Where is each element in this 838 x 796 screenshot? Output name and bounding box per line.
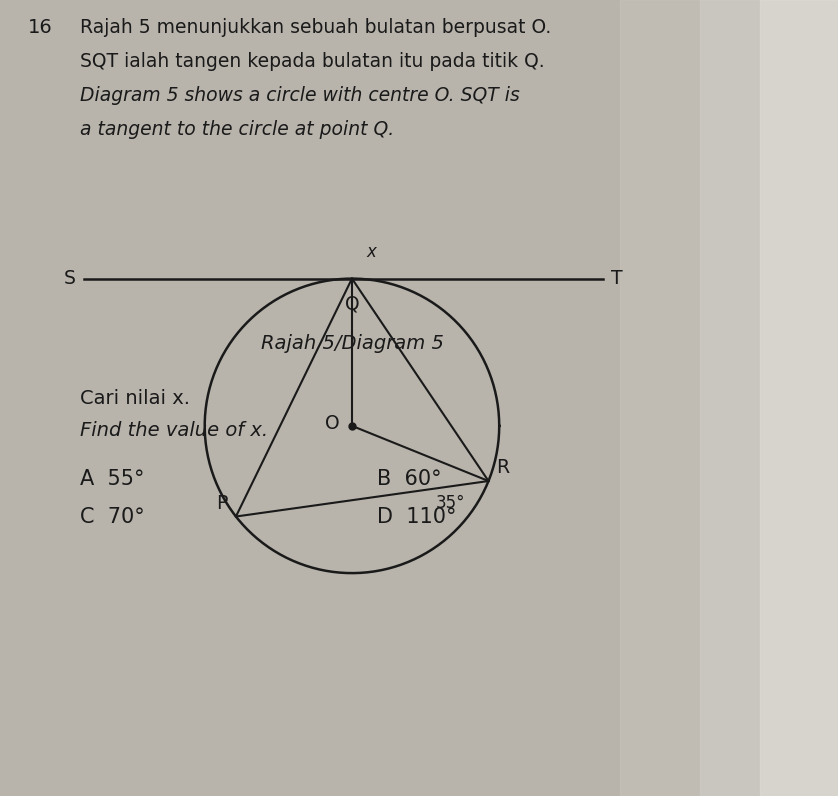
Text: 16: 16 (28, 18, 53, 37)
Polygon shape (700, 0, 838, 796)
Text: x: x (366, 243, 375, 260)
Polygon shape (620, 0, 838, 796)
Text: Diagram 5 shows a circle with centre O. SQT is: Diagram 5 shows a circle with centre O. … (80, 86, 520, 105)
Text: D  110°: D 110° (377, 506, 457, 527)
Text: a tangent to the circle at point Q.: a tangent to the circle at point Q. (80, 120, 394, 139)
Text: SQT ialah tangen kepada bulatan itu pada titik Q.: SQT ialah tangen kepada bulatan itu pada… (80, 52, 545, 71)
Text: Rajah 5 menunjukkan sebuah bulatan berpusat O.: Rajah 5 menunjukkan sebuah bulatan berpu… (80, 18, 551, 37)
Polygon shape (760, 0, 838, 796)
Text: Rajah 5/Diagram 5: Rajah 5/Diagram 5 (261, 334, 443, 353)
Text: R: R (496, 458, 510, 477)
Text: 35°: 35° (436, 494, 465, 512)
Text: P: P (216, 494, 228, 513)
Text: T: T (612, 269, 623, 288)
Text: S: S (64, 269, 75, 288)
Text: Q: Q (344, 295, 360, 314)
Text: Cari nilai x.: Cari nilai x. (80, 388, 190, 408)
Text: O: O (325, 415, 340, 433)
Text: B  60°: B 60° (377, 469, 442, 489)
Text: C  70°: C 70° (80, 506, 145, 527)
Text: Find the value of x.: Find the value of x. (80, 420, 268, 439)
Text: A  55°: A 55° (80, 469, 144, 489)
